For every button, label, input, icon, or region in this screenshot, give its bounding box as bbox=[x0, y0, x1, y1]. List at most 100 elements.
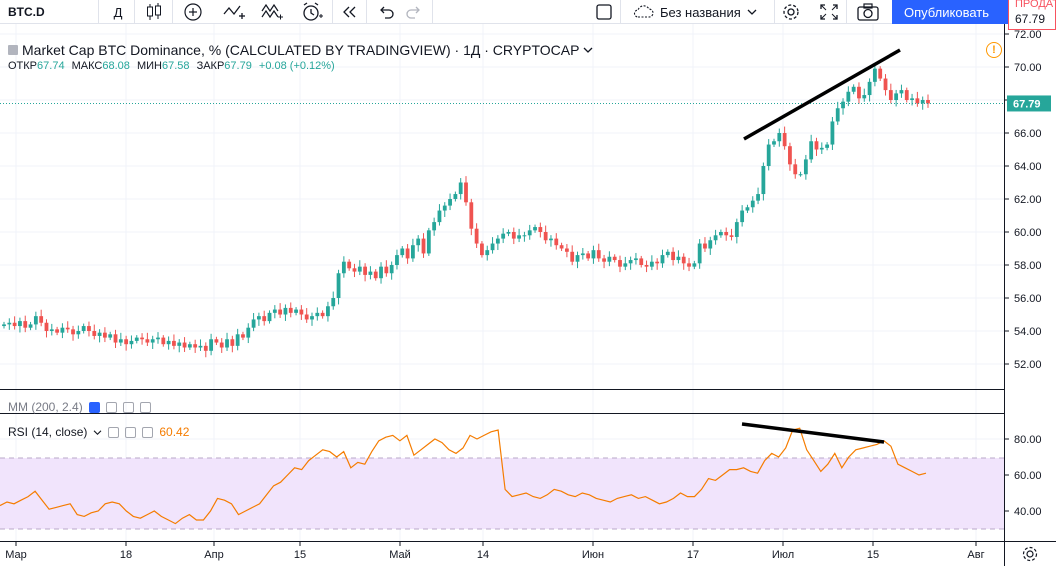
time-axis[interactable]: Мар 18 Апр 15 Май 14 Июн 17 Июл 15 Авг bbox=[5, 541, 985, 561]
candle[interactable] bbox=[464, 182, 468, 203]
candle[interactable] bbox=[65, 327, 70, 330]
chevron-down-icon[interactable] bbox=[583, 46, 593, 54]
square-icon[interactable] bbox=[594, 0, 614, 24]
candle[interactable] bbox=[692, 263, 697, 267]
candle[interactable] bbox=[267, 312, 272, 322]
candle[interactable] bbox=[118, 339, 123, 343]
candle[interactable] bbox=[580, 253, 585, 256]
candle[interactable] bbox=[527, 230, 532, 236]
candle[interactable] bbox=[437, 210, 442, 223]
line-tools-icon[interactable] bbox=[222, 0, 246, 24]
candle[interactable] bbox=[862, 95, 867, 99]
candle[interactable] bbox=[18, 321, 22, 327]
candle[interactable] bbox=[920, 100, 925, 104]
candle[interactable] bbox=[198, 345, 203, 348]
candle[interactable] bbox=[724, 232, 729, 236]
chevron-down-icon[interactable] bbox=[93, 429, 102, 436]
symbol-search-button[interactable]: BTC.D bbox=[8, 5, 45, 19]
candle[interactable] bbox=[416, 238, 421, 246]
candle[interactable] bbox=[60, 327, 65, 333]
candle[interactable] bbox=[2, 324, 6, 327]
candle[interactable] bbox=[405, 248, 410, 259]
candle[interactable] bbox=[389, 265, 394, 274]
candle[interactable] bbox=[899, 90, 904, 94]
candle[interactable] bbox=[320, 312, 325, 317]
candle[interactable] bbox=[432, 222, 437, 231]
candle[interactable] bbox=[851, 86, 856, 92]
candle[interactable] bbox=[888, 90, 893, 100]
candle[interactable] bbox=[517, 235, 522, 239]
candle[interactable] bbox=[373, 271, 378, 279]
camera-icon[interactable] bbox=[856, 0, 880, 24]
candle[interactable] bbox=[304, 314, 309, 320]
candle[interactable] bbox=[379, 266, 383, 279]
candle[interactable] bbox=[33, 316, 38, 325]
close-icon[interactable] bbox=[139, 401, 151, 413]
candle[interactable] bbox=[230, 339, 235, 346]
warning-icon[interactable]: ! bbox=[986, 42, 1002, 58]
interval-button[interactable]: Д bbox=[113, 4, 123, 20]
candle[interactable] bbox=[357, 266, 362, 272]
candle[interactable] bbox=[793, 164, 798, 175]
candle[interactable] bbox=[543, 232, 548, 241]
candle[interactable] bbox=[894, 93, 899, 100]
candle[interactable] bbox=[368, 271, 373, 275]
candle[interactable] bbox=[904, 90, 909, 100]
candle[interactable] bbox=[788, 146, 792, 165]
settings-icon[interactable] bbox=[105, 401, 117, 413]
candle[interactable] bbox=[830, 121, 835, 145]
candle[interactable] bbox=[777, 133, 782, 142]
candle[interactable] bbox=[474, 228, 479, 244]
candle[interactable] bbox=[384, 266, 389, 274]
candle[interactable] bbox=[575, 255, 580, 262]
eye-icon[interactable] bbox=[88, 401, 100, 413]
series-legend[interactable]: Market Cap BTC Dominance, % (CALCULATED … bbox=[8, 42, 593, 58]
candle[interactable] bbox=[745, 207, 750, 211]
candle[interactable] bbox=[814, 141, 819, 150]
candle[interactable] bbox=[288, 307, 293, 313]
candle[interactable] bbox=[915, 98, 920, 104]
candle[interactable] bbox=[23, 321, 28, 328]
candle[interactable] bbox=[708, 240, 713, 249]
candle[interactable] bbox=[533, 227, 537, 231]
candle[interactable] bbox=[554, 238, 559, 246]
candle[interactable] bbox=[283, 307, 288, 315]
candle[interactable] bbox=[825, 144, 830, 148]
chart-settings-icon[interactable] bbox=[1022, 546, 1038, 562]
settings-icon[interactable] bbox=[125, 426, 137, 438]
candle[interactable] bbox=[299, 309, 304, 315]
candle[interactable] bbox=[665, 251, 670, 256]
candle[interactable] bbox=[209, 339, 214, 351]
candle[interactable] bbox=[660, 255, 665, 264]
candle[interactable] bbox=[782, 133, 787, 147]
candle[interactable] bbox=[310, 316, 314, 320]
candle[interactable] bbox=[102, 332, 107, 338]
candle[interactable] bbox=[506, 232, 511, 234]
candle[interactable] bbox=[272, 309, 277, 313]
candle[interactable] bbox=[649, 261, 654, 267]
candle[interactable] bbox=[718, 232, 723, 236]
candle[interactable] bbox=[458, 182, 463, 195]
candle[interactable] bbox=[28, 324, 33, 328]
candle[interactable] bbox=[846, 91, 851, 102]
close-icon[interactable] bbox=[142, 426, 154, 438]
candle[interactable] bbox=[81, 326, 86, 331]
candle[interactable] bbox=[326, 306, 330, 317]
candle[interactable] bbox=[203, 345, 208, 351]
replay-icon[interactable] bbox=[340, 0, 360, 24]
redo-icon[interactable] bbox=[404, 0, 424, 24]
candle[interactable] bbox=[352, 268, 357, 272]
alert-icon[interactable] bbox=[300, 0, 324, 24]
candle[interactable] bbox=[241, 334, 245, 338]
candle[interactable] bbox=[336, 273, 341, 298]
candle[interactable] bbox=[97, 332, 102, 336]
candle[interactable] bbox=[495, 238, 500, 244]
candle[interactable] bbox=[251, 319, 256, 328]
candle[interactable] bbox=[559, 245, 564, 249]
candle[interactable] bbox=[756, 194, 760, 201]
candle[interactable] bbox=[92, 331, 97, 336]
rsi-legend[interactable]: RSI (14, close) 60.42 bbox=[8, 425, 189, 439]
candle[interactable] bbox=[591, 250, 596, 259]
candle[interactable] bbox=[618, 260, 622, 267]
